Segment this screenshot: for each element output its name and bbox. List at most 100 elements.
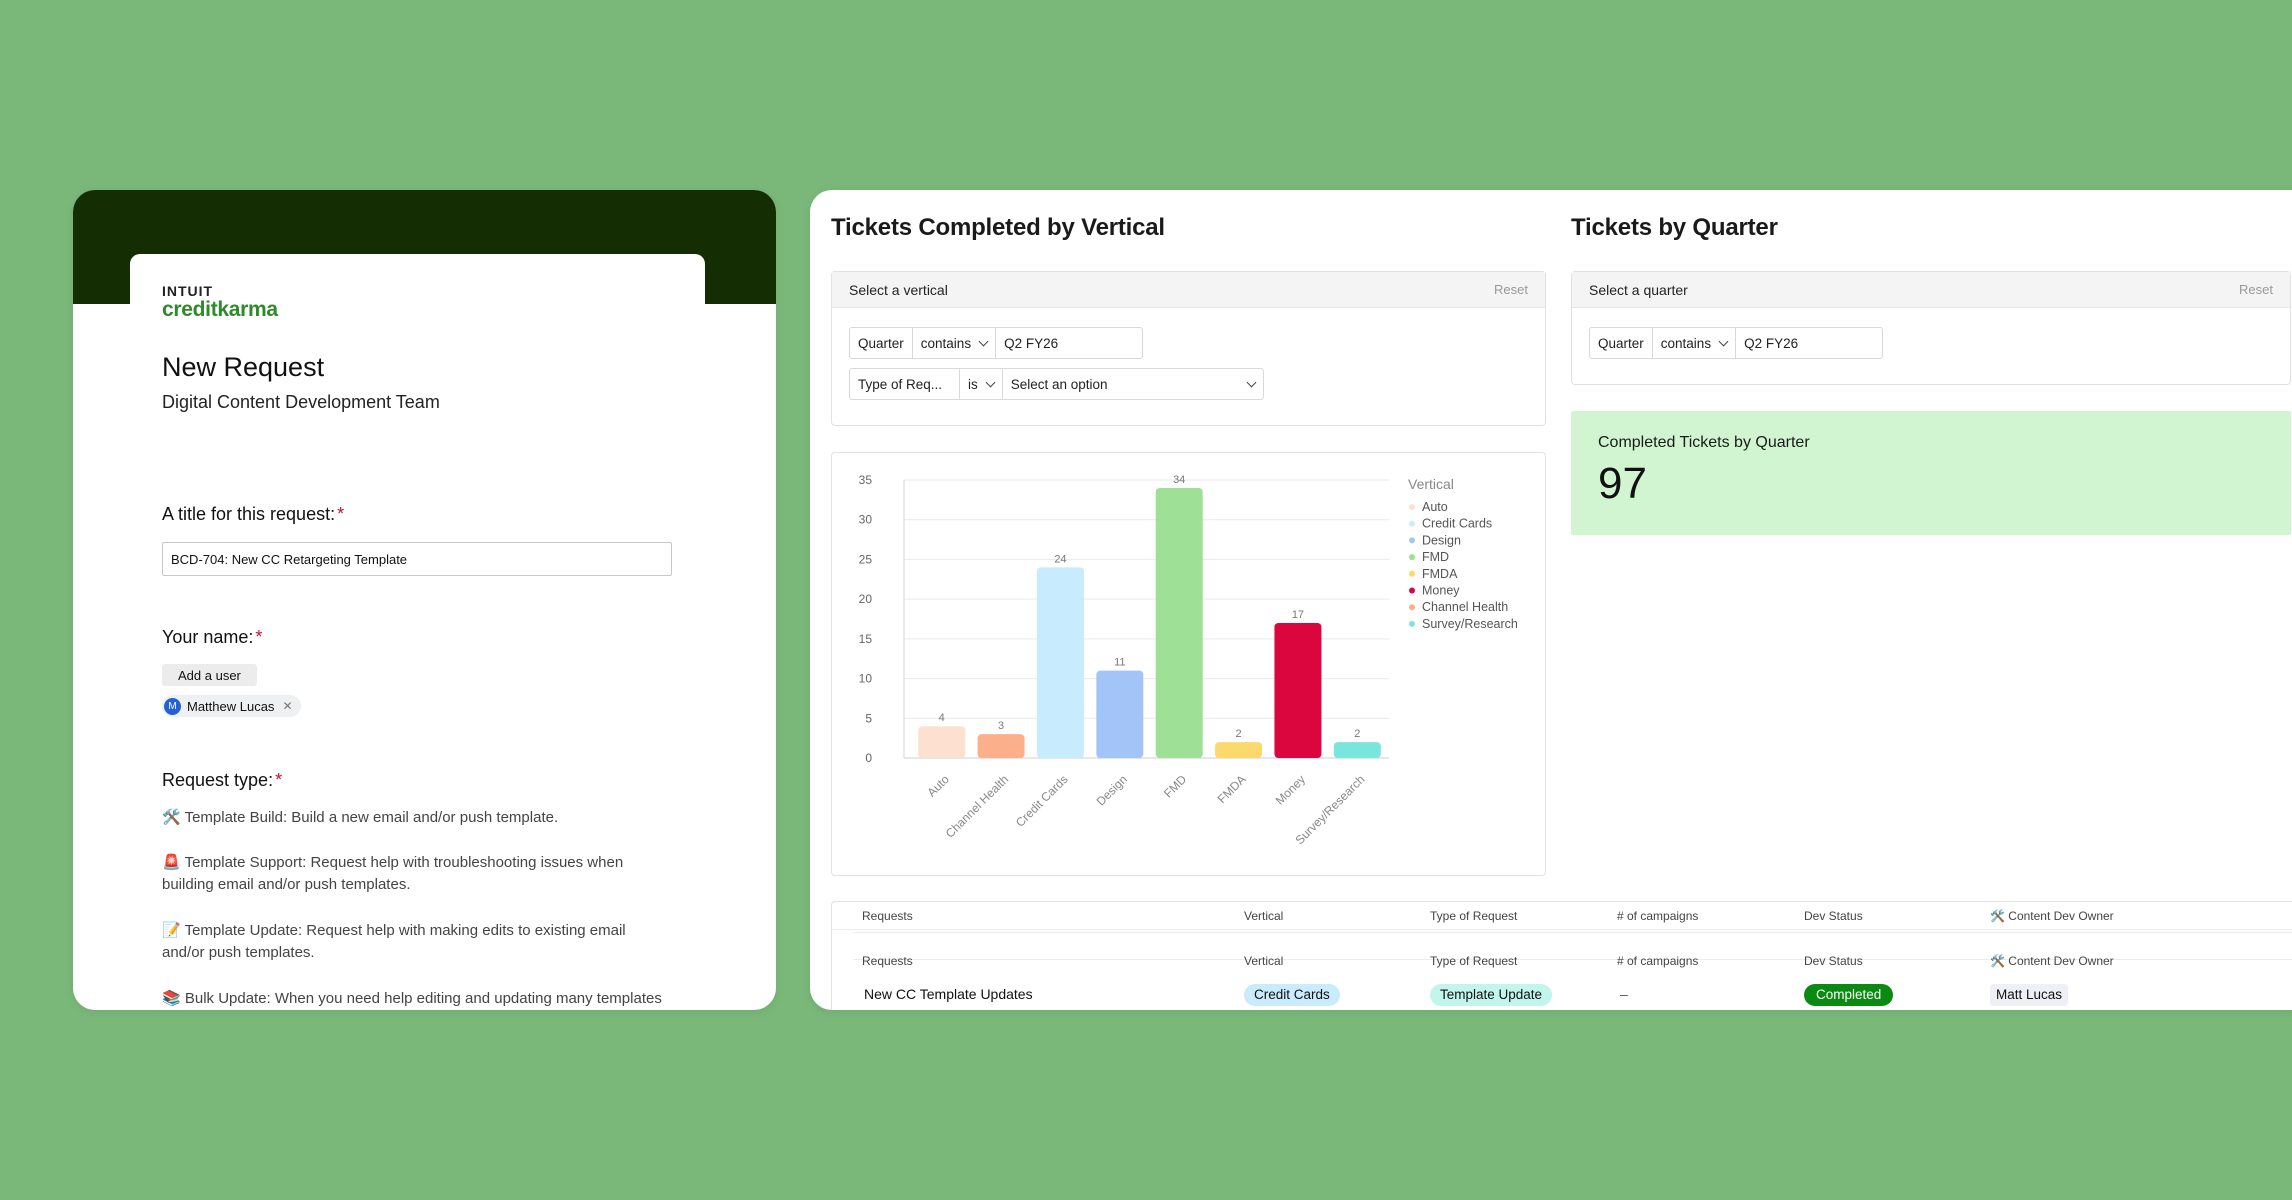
legend-title: Vertical xyxy=(1408,476,1454,492)
column-header-type[interactable]: Type of Request xyxy=(1430,954,1518,968)
chevron-down-icon xyxy=(985,377,996,387)
cell-campaigns: – xyxy=(1620,986,1628,1002)
title-question-text: A title for this request: xyxy=(162,504,336,524)
request-type-option-template-update[interactable]: 📝 Template Update: Request help with mak… xyxy=(162,922,626,961)
legend-item: Auto xyxy=(1422,500,1448,514)
legend-swatch xyxy=(1409,620,1415,627)
form-subtitle: Digital Content Development Team xyxy=(162,392,440,412)
y-tick-label: 5 xyxy=(865,711,872,725)
requests-table: Requests Vertical Type of Request # of c… xyxy=(831,901,2292,1010)
legend-swatch xyxy=(1409,504,1415,510)
logo-intuit-text: INTUIT xyxy=(162,283,214,299)
column-header-campaigns[interactable]: # of campaigns xyxy=(1617,954,1699,968)
column-header-vertical[interactable]: Vertical xyxy=(1244,909,1284,923)
legend-item: Survey/Research xyxy=(1422,617,1518,631)
bar-design xyxy=(1096,670,1144,758)
x-tick-label: Credit Cards xyxy=(1013,772,1071,830)
bar-survey-research xyxy=(1333,742,1381,758)
filter-field[interactable]: Type of Req... xyxy=(850,369,960,399)
bar-value-label: 11 xyxy=(1114,657,1125,669)
column-header-dev-status[interactable]: Dev Status xyxy=(1804,909,1863,923)
bar-value-label: 3 xyxy=(998,720,1004,732)
column-header-dev-status[interactable]: Dev Status xyxy=(1804,954,1863,968)
type-question-text: Request type: xyxy=(162,770,274,790)
title-question-label: A title for this request: * xyxy=(162,504,344,525)
legend-item: Credit Cards xyxy=(1422,517,1492,531)
bar-auto xyxy=(918,726,966,758)
filter-value-input[interactable]: Q2 FY26 xyxy=(1744,335,1799,351)
quarter-filter-title: Select a quarter xyxy=(1589,281,1688,298)
bar-value-label: 4 xyxy=(939,712,945,724)
filter-operator: contains xyxy=(920,335,972,351)
quarter-filter-row: Quarter contains Q2 FY26 xyxy=(1589,327,1884,359)
x-tick-label: Channel Health xyxy=(943,772,1011,840)
y-tick-label: 20 xyxy=(859,592,873,606)
dashboard-card: Tickets Completed by Vertical Tickets by… xyxy=(810,190,2292,1010)
legend-item: FMDA xyxy=(1422,567,1458,581)
legend-item: FMD xyxy=(1422,550,1449,564)
legend-item: Channel Health xyxy=(1422,600,1508,614)
vertical-bar-chart: 0 5 10 15 20 25 30 35 4 Auto 3 Channel Health 24 Cred… xyxy=(859,473,1518,847)
selected-user-chip[interactable]: M Matthew Lucas ✕ xyxy=(162,695,301,717)
filter-operator-dropdown[interactable]: contains xyxy=(1653,328,1737,358)
required-mark: * xyxy=(275,770,283,790)
filter-operator-dropdown[interactable]: is xyxy=(960,369,1003,399)
y-tick-label: 30 xyxy=(859,513,873,527)
filter-operator: contains xyxy=(1660,335,1712,351)
y-tick-label: 25 xyxy=(859,552,873,566)
remove-user-icon[interactable]: ✕ xyxy=(282,699,293,713)
column-header-requests[interactable]: Requests xyxy=(862,954,913,968)
form-title: New Request xyxy=(162,352,325,382)
x-tick-label: Design xyxy=(1094,772,1130,808)
bar-fmda xyxy=(1215,742,1263,758)
creditkarma-logo: INTUIT creditkarma xyxy=(162,284,278,320)
required-mark: * xyxy=(255,627,263,647)
bar-value-label: 2 xyxy=(1354,728,1360,740)
legend-swatch xyxy=(1409,520,1415,527)
cell-owner: Matt Lucas xyxy=(1990,979,2069,1009)
x-tick-label: FMD xyxy=(1161,772,1190,801)
bar-credit-cards xyxy=(1036,567,1084,758)
add-user-button[interactable]: Add a user xyxy=(162,664,257,686)
filter-value-select[interactable]: Select an option xyxy=(1003,369,1263,399)
filter-field[interactable]: Quarter xyxy=(1590,328,1653,358)
bar-value-label: 17 xyxy=(1292,609,1304,621)
y-tick-label: 0 xyxy=(865,751,872,765)
bar-value-label: 34 xyxy=(1173,474,1185,486)
type-question-label: Request type: * xyxy=(162,770,282,791)
vertical-filter-title: Select a vertical xyxy=(849,281,948,298)
name-question-text: Your name: xyxy=(162,627,254,647)
vertical-filter-reset-button[interactable]: Reset xyxy=(1494,282,1528,297)
column-header-vertical[interactable]: Vertical xyxy=(1244,954,1284,968)
bar-value-label: 24 xyxy=(1054,553,1066,565)
vertical-section-title: Tickets Completed by Vertical xyxy=(831,214,1165,241)
cell-request[interactable]: New CC Template Updates xyxy=(864,986,1033,1002)
filter-field[interactable]: Quarter xyxy=(850,328,913,358)
table-header-row-sticky: Requests Vertical Type of Request # of c… xyxy=(832,902,2292,930)
request-type-option-template-support[interactable]: 🚨 Template Support: Request help with tr… xyxy=(162,854,624,893)
vertical-quarter-filter-row: Quarter contains Q2 FY26 xyxy=(849,327,1144,359)
column-header-type[interactable]: Type of Request xyxy=(1430,909,1518,923)
kpi-value: 97 xyxy=(1598,459,1647,508)
filter-value-input[interactable]: Q2 FY26 xyxy=(1004,335,1059,351)
bar-money xyxy=(1274,622,1322,758)
legend-swatch xyxy=(1409,587,1415,594)
legend-swatch xyxy=(1409,570,1415,577)
y-tick-label: 15 xyxy=(859,632,873,646)
request-title-input[interactable] xyxy=(162,542,672,576)
vertical-type-filter-row: Type of Req... is Select an option xyxy=(849,368,1264,400)
legend-swatch xyxy=(1409,554,1415,561)
request-form-card: INTUIT creditkarma New Request Digital C… xyxy=(73,190,776,1010)
column-header-requests[interactable]: Requests xyxy=(862,909,913,923)
column-header-owner[interactable]: 🛠️ Content Dev Owner xyxy=(1990,909,2114,923)
filter-operator-dropdown[interactable]: contains xyxy=(913,328,997,358)
request-type-option-template-build[interactable]: 🛠️ Template Build: Build a new email and… xyxy=(162,809,559,826)
vertical-filter-panel: Select a vertical Reset Quarter contains… xyxy=(831,271,1546,426)
table-row[interactable]: New CC Template Updates Credit Cards Tem… xyxy=(832,979,2292,1010)
bar-fmd xyxy=(1155,487,1203,758)
table-header-row: Requests Vertical Type of Request # of c… xyxy=(853,932,2292,968)
request-type-option-bulk-update[interactable]: 📚 Bulk Update: When you need help editin… xyxy=(162,990,662,1007)
quarter-filter-reset-button[interactable]: Reset xyxy=(2239,282,2273,297)
column-header-campaigns[interactable]: # of campaigns xyxy=(1617,909,1699,923)
column-header-owner[interactable]: 🛠️ Content Dev Owner xyxy=(1990,954,2114,968)
